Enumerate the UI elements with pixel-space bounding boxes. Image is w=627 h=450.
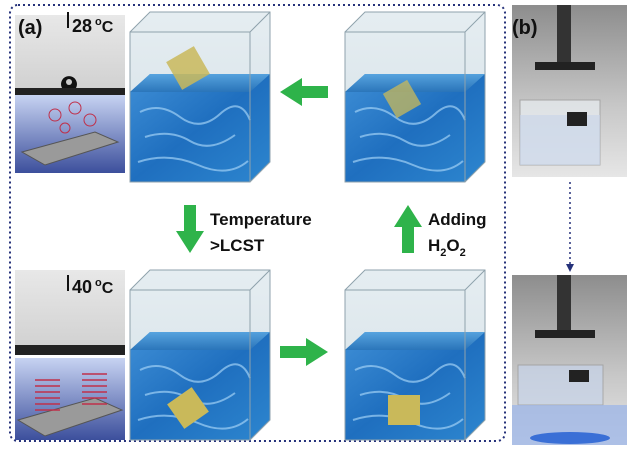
unit: C bbox=[102, 280, 114, 297]
sup: o bbox=[95, 277, 102, 289]
panel-label: (b) bbox=[512, 17, 538, 39]
sup: o bbox=[95, 16, 102, 28]
value: 28 bbox=[72, 16, 92, 36]
step-text: Temperature bbox=[210, 210, 312, 229]
unit: C bbox=[102, 19, 114, 36]
gel-cube bbox=[167, 387, 209, 429]
temperature: 40 oC bbox=[72, 277, 114, 297]
gel-cube bbox=[388, 395, 420, 425]
f: O bbox=[446, 236, 459, 255]
arrow bbox=[176, 205, 204, 253]
arrow bbox=[280, 338, 328, 366]
f: 2 bbox=[440, 247, 446, 259]
formula: H2O2 bbox=[428, 236, 466, 259]
gel-cube bbox=[166, 46, 210, 90]
gel-cube bbox=[382, 79, 422, 119]
panel-a-border bbox=[9, 4, 506, 442]
value: 40 bbox=[72, 277, 92, 297]
f: 2 bbox=[460, 247, 466, 259]
temperature: 28 oC bbox=[72, 16, 114, 36]
f: H bbox=[428, 236, 440, 255]
contact-image bbox=[15, 270, 125, 355]
arrow bbox=[280, 78, 328, 106]
panel-label: (a) bbox=[18, 17, 42, 39]
arrow bbox=[394, 205, 422, 253]
step-text: Adding bbox=[428, 210, 487, 229]
step-text: >LCST bbox=[210, 236, 265, 255]
surface-image bbox=[15, 95, 125, 173]
